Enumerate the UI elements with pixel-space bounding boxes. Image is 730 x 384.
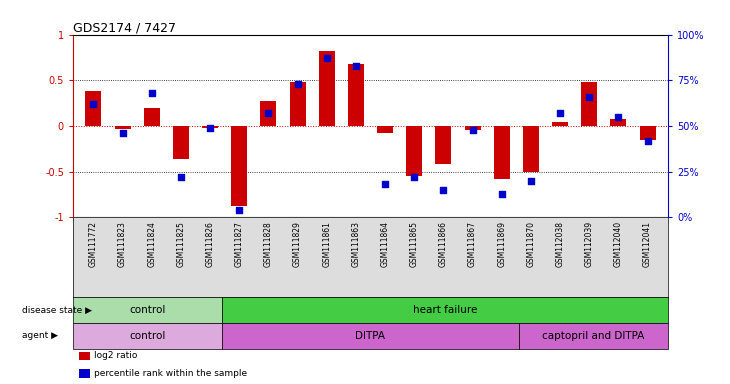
Point xyxy=(437,187,449,193)
Text: GSM111829: GSM111829 xyxy=(293,221,302,267)
Text: control: control xyxy=(129,331,166,341)
Text: control: control xyxy=(129,305,166,315)
Text: GDS2174 / 7427: GDS2174 / 7427 xyxy=(73,22,176,35)
Point xyxy=(496,190,507,197)
Text: GSM111824: GSM111824 xyxy=(147,221,156,267)
Point xyxy=(292,81,304,87)
Bar xyxy=(493,126,510,179)
Point xyxy=(554,110,566,116)
Point xyxy=(642,137,653,144)
Text: GSM112038: GSM112038 xyxy=(556,221,564,267)
Text: disease state ▶: disease state ▶ xyxy=(23,306,93,314)
Text: GSM111828: GSM111828 xyxy=(264,221,273,267)
Bar xyxy=(435,126,451,164)
Bar xyxy=(348,64,364,126)
Bar xyxy=(222,323,519,349)
Bar xyxy=(231,126,247,206)
Bar xyxy=(610,119,626,126)
Bar xyxy=(523,126,539,172)
Point xyxy=(321,55,333,61)
Bar xyxy=(85,91,101,126)
Point xyxy=(263,110,274,116)
Text: GSM111864: GSM111864 xyxy=(380,221,390,267)
Bar xyxy=(222,297,668,323)
Text: captopril and DITPA: captopril and DITPA xyxy=(542,331,645,341)
Bar xyxy=(73,323,222,349)
Bar xyxy=(173,126,189,159)
Point xyxy=(117,130,128,136)
Bar xyxy=(406,126,422,176)
Bar xyxy=(552,122,568,126)
Bar xyxy=(581,82,597,126)
Bar xyxy=(464,126,480,130)
Text: GSM111772: GSM111772 xyxy=(89,221,98,267)
Text: GSM111825: GSM111825 xyxy=(177,221,185,267)
Text: GSM111823: GSM111823 xyxy=(118,221,127,267)
Bar xyxy=(319,51,335,126)
Text: GSM112039: GSM112039 xyxy=(585,221,593,268)
Text: GSM111826: GSM111826 xyxy=(206,221,215,267)
Text: GSM111870: GSM111870 xyxy=(526,221,535,267)
Bar xyxy=(519,323,668,349)
Bar xyxy=(377,126,393,133)
Text: GSM111866: GSM111866 xyxy=(439,221,448,267)
Point xyxy=(146,90,158,96)
Bar xyxy=(202,126,218,128)
Bar xyxy=(73,297,222,323)
Point xyxy=(88,101,99,107)
Text: agent ▶: agent ▶ xyxy=(23,331,58,340)
Point xyxy=(234,207,245,213)
Text: GSM111861: GSM111861 xyxy=(322,221,331,267)
Bar xyxy=(290,82,306,126)
Point xyxy=(612,114,624,120)
Point xyxy=(175,174,187,180)
Point xyxy=(350,63,362,69)
Bar xyxy=(115,126,131,129)
Text: GSM111863: GSM111863 xyxy=(351,221,361,267)
Text: log2 ratio: log2 ratio xyxy=(94,351,137,361)
Point xyxy=(583,94,595,100)
Bar xyxy=(144,108,160,126)
Text: heart failure: heart failure xyxy=(412,305,477,315)
Text: GSM112041: GSM112041 xyxy=(643,221,652,267)
Text: GSM111869: GSM111869 xyxy=(497,221,506,267)
Point xyxy=(379,181,391,187)
Bar xyxy=(261,101,277,126)
Bar xyxy=(79,369,90,377)
Text: GSM111827: GSM111827 xyxy=(235,221,244,267)
Point xyxy=(466,127,478,133)
Bar xyxy=(639,126,656,140)
Bar xyxy=(79,352,90,360)
Point xyxy=(525,178,537,184)
Text: GSM112040: GSM112040 xyxy=(614,221,623,268)
Point xyxy=(204,125,216,131)
Point xyxy=(408,174,420,180)
Text: GSM111865: GSM111865 xyxy=(410,221,419,267)
Text: GSM111867: GSM111867 xyxy=(468,221,477,267)
Text: percentile rank within the sample: percentile rank within the sample xyxy=(94,369,247,378)
Text: DITPA: DITPA xyxy=(356,331,385,341)
